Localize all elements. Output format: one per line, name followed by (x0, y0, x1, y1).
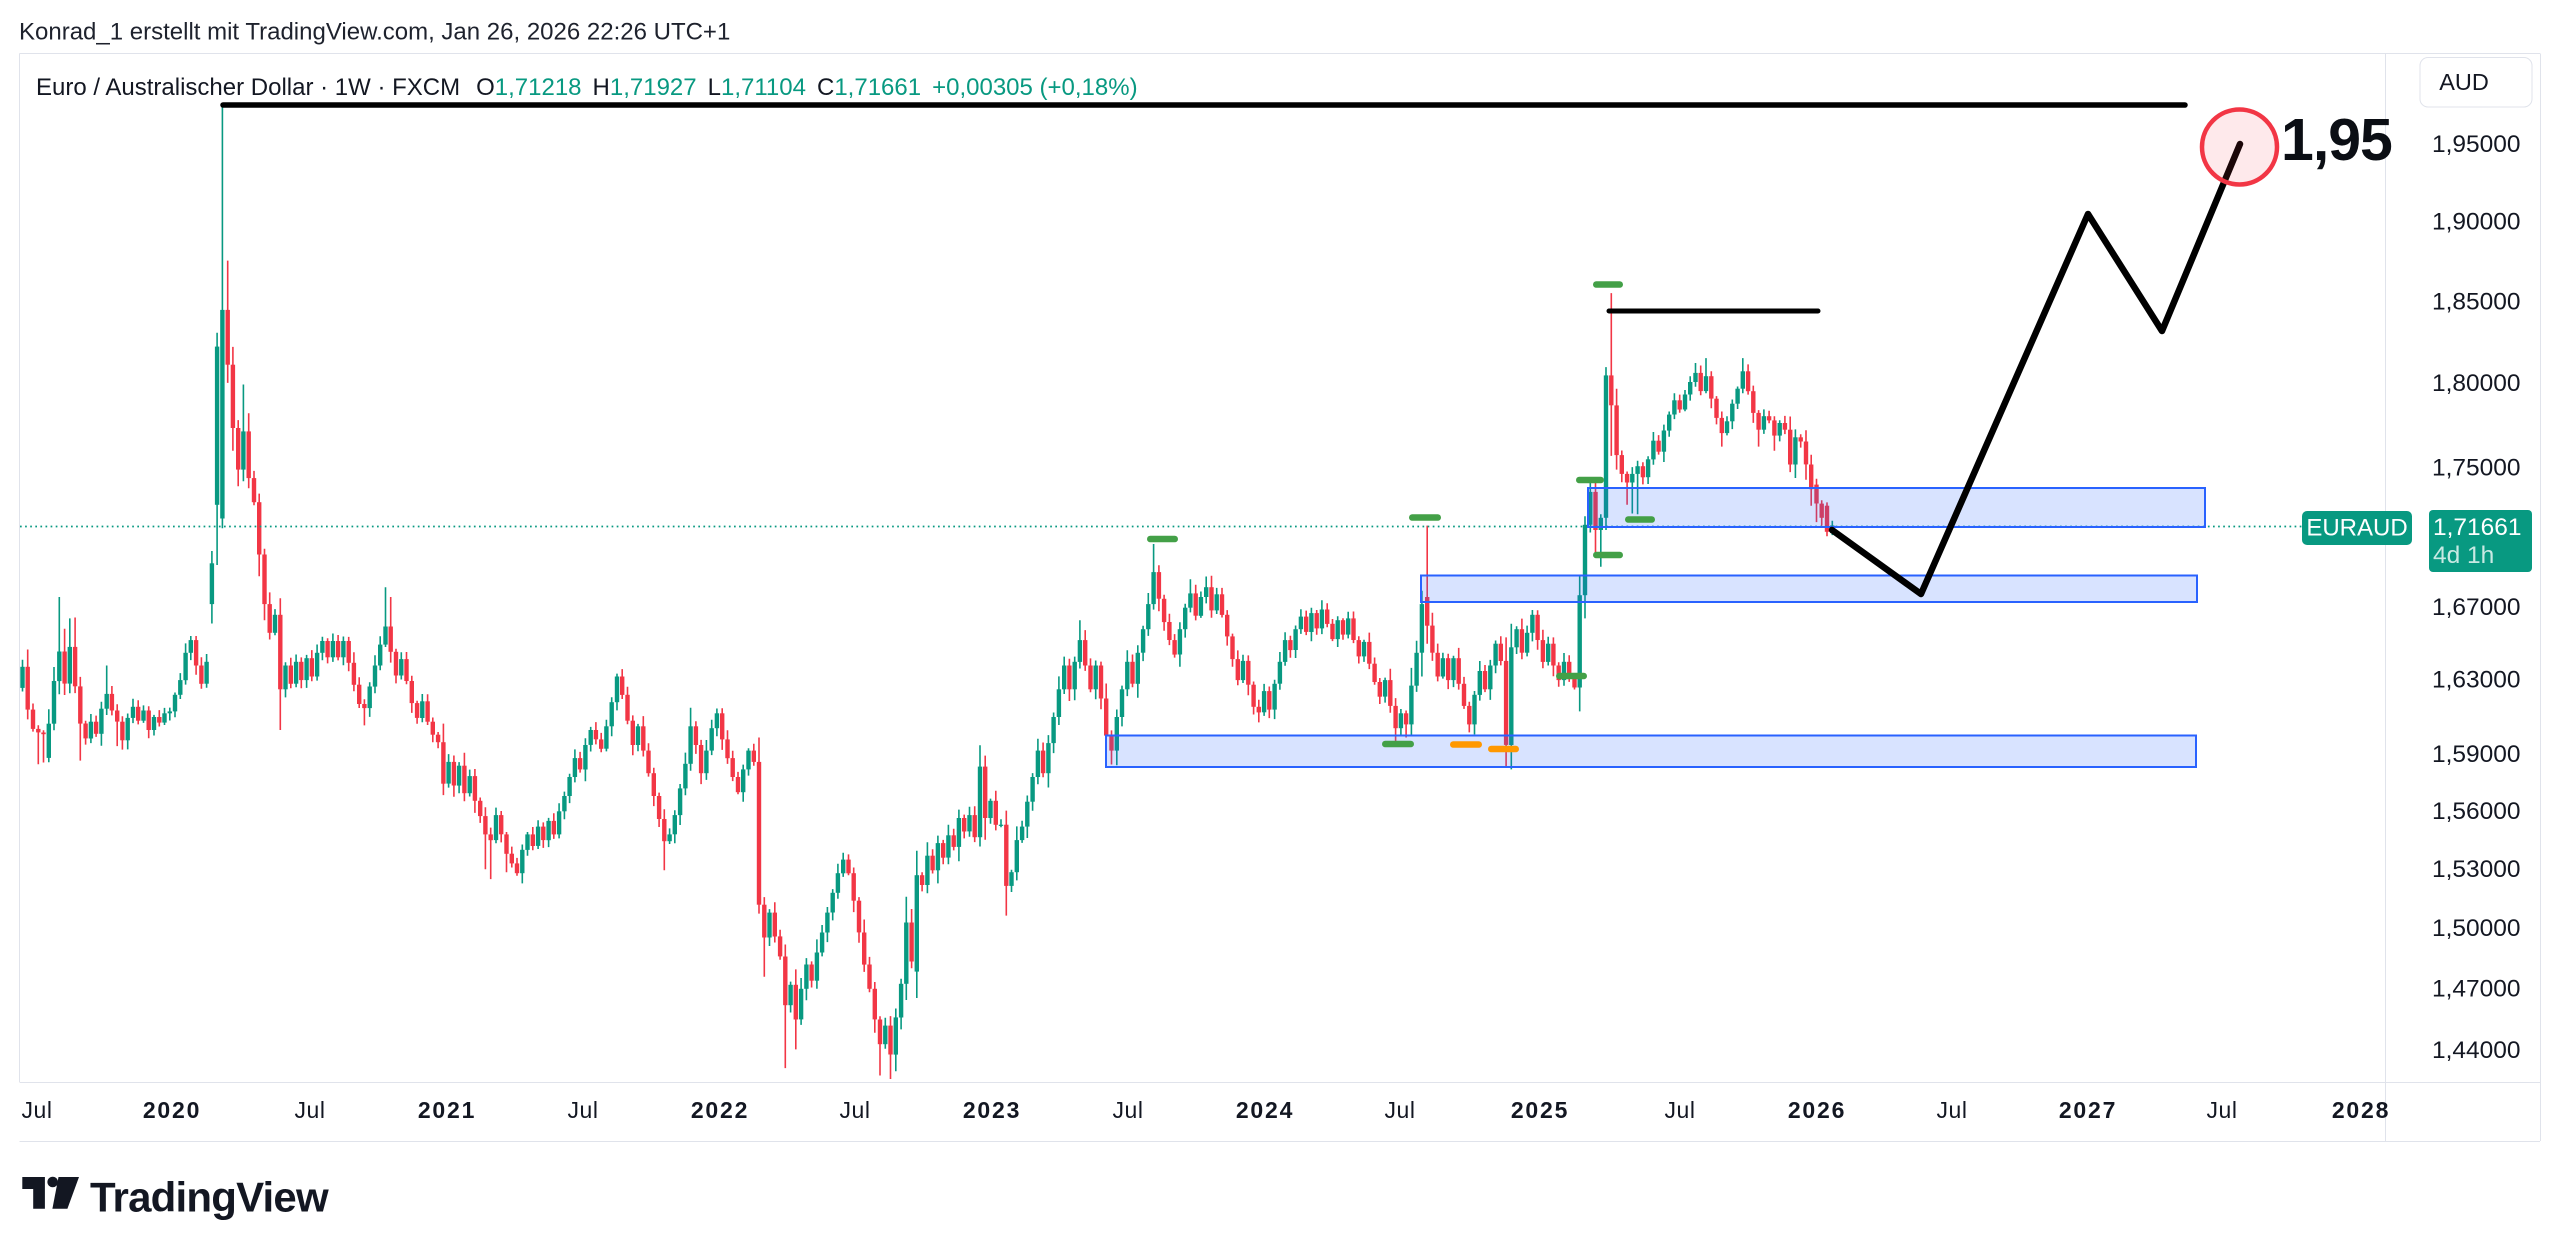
svg-text:1,59000: 1,59000 (2432, 741, 2521, 768)
svg-text:1,85000: 1,85000 (2432, 288, 2521, 315)
svg-text:Jul: Jul (1665, 1097, 1696, 1123)
svg-text:Euro / Australischer Dollar ·: Euro / Australischer Dollar · 1W · FXCM O… (36, 74, 1138, 101)
svg-text:1,80000: 1,80000 (2432, 370, 2521, 397)
svg-text:1,47000: 1,47000 (2432, 975, 2521, 1002)
svg-text:2024: 2024 (1236, 1097, 1294, 1123)
svg-text:1,75000: 1,75000 (2432, 454, 2521, 481)
svg-text:Jul: Jul (1937, 1097, 1968, 1123)
svg-text:2020: 2020 (143, 1097, 201, 1123)
svg-text:1,95: 1,95 (2281, 107, 2392, 173)
svg-text:TradingView: TradingView (90, 1174, 329, 1221)
svg-text:1,56000: 1,56000 (2432, 798, 2521, 825)
svg-text:Jul: Jul (295, 1097, 326, 1123)
svg-text:2026: 2026 (1788, 1097, 1846, 1123)
svg-text:EURAUD: EURAUD (2306, 515, 2407, 542)
svg-text:Konrad_1 erstellt mit TradingV: Konrad_1 erstellt mit TradingView.com, J… (19, 19, 730, 46)
svg-text:1,71661: 1,71661 (2433, 514, 2522, 541)
svg-text:2028: 2028 (2332, 1097, 2390, 1123)
svg-text:Jul: Jul (568, 1097, 599, 1123)
svg-text:1,44000: 1,44000 (2432, 1037, 2521, 1064)
svg-text:2021: 2021 (418, 1097, 476, 1123)
svg-text:2027: 2027 (2059, 1097, 2117, 1123)
svg-text:4d 1h: 4d 1h (2433, 542, 2494, 569)
svg-text:AUD: AUD (2439, 69, 2489, 95)
svg-text:Jul: Jul (2207, 1097, 2238, 1123)
svg-text:Jul: Jul (22, 1097, 53, 1123)
svg-text:Jul: Jul (1113, 1097, 1144, 1123)
svg-text:1,50000: 1,50000 (2432, 915, 2521, 942)
svg-text:2022: 2022 (691, 1097, 749, 1123)
svg-text:1,90000: 1,90000 (2432, 209, 2521, 236)
svg-text:1,63000: 1,63000 (2432, 667, 2521, 694)
svg-text:1,53000: 1,53000 (2432, 856, 2521, 883)
svg-text:2025: 2025 (1511, 1097, 1569, 1123)
svg-text:2023: 2023 (963, 1097, 1021, 1123)
svg-text:1,95000: 1,95000 (2432, 131, 2521, 158)
svg-text:Jul: Jul (840, 1097, 871, 1123)
svg-text:Jul: Jul (1385, 1097, 1416, 1123)
svg-text:1,67000: 1,67000 (2432, 594, 2521, 621)
